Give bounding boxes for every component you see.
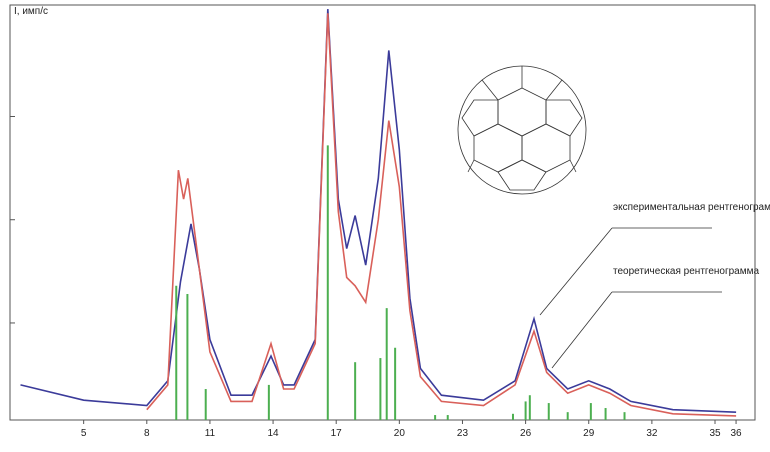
annotation-leaders [539,227,722,369]
x-tick-label: 26 [520,428,532,439]
x-tick-label: 5 [81,428,87,439]
x-tick-label: 17 [331,428,343,439]
series-label: экспериментальная рентгенограмма [613,202,770,213]
x-tick-label: 20 [394,428,406,439]
x-tick-label: 11 [205,428,216,439]
y-axis-label: I, имп/с [14,6,48,17]
x-tick-label: 36 [730,428,742,439]
x-tick-label: 32 [646,428,658,439]
series-line [146,13,737,417]
x-tick-label: 8 [144,428,150,439]
plot-frame [9,4,756,421]
series-line [20,9,737,413]
x-tick-label: 29 [583,428,595,439]
x-tick-label: 14 [268,428,280,439]
x-tick-label: 35 [709,428,721,439]
series-label: теоретическая рентгенограмма [613,266,759,277]
x-tick-label: 23 [457,428,469,439]
fullerene-icon [457,65,587,195]
